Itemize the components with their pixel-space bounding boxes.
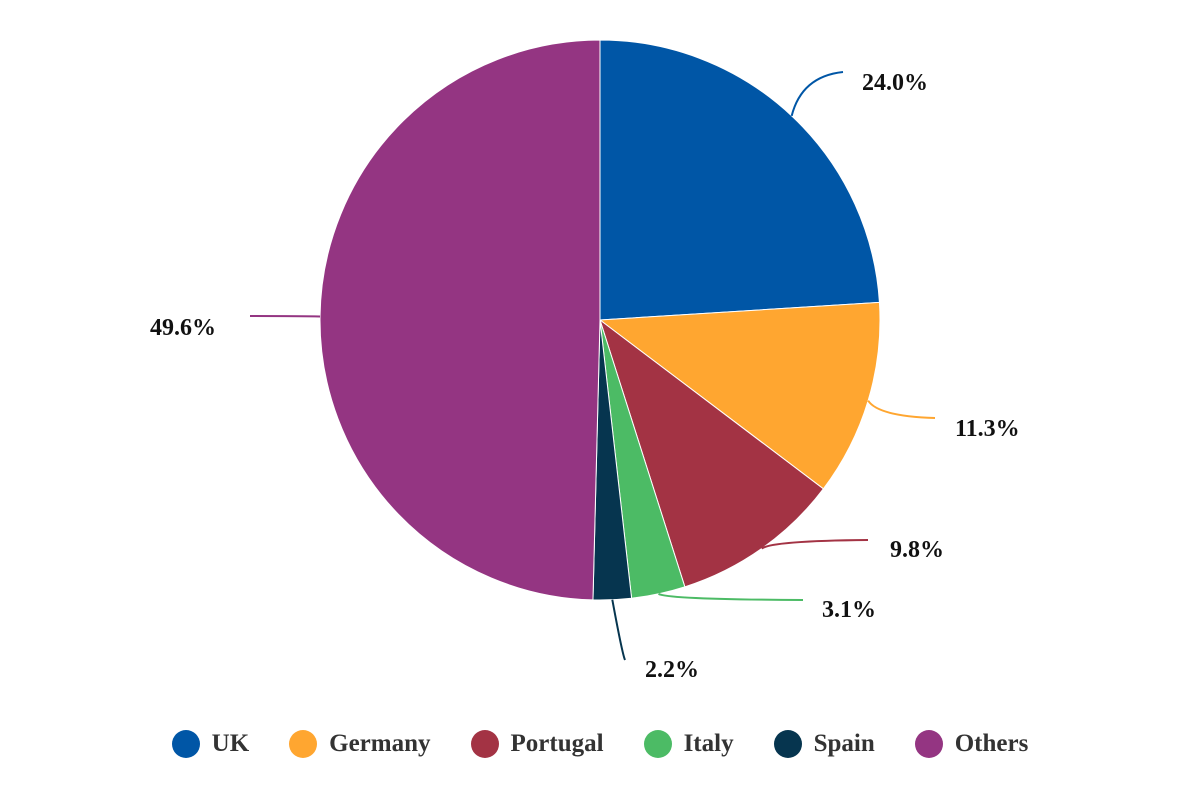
legend-item-uk[interactable]: UK — [171, 730, 250, 758]
legend-item-others[interactable]: Others — [914, 730, 1029, 758]
legend-label-uk: UK — [211, 730, 250, 757]
legend-swatch-italy — [643, 730, 672, 758]
connector-portugal — [761, 539, 869, 550]
pie-slice-germany[interactable] — [598, 301, 881, 490]
legend-item-portugal[interactable]: Portugal — [470, 730, 604, 758]
legend: UK Germany Portugal Italy Spain Others — [0, 722, 1200, 766]
connector-italy — [658, 592, 804, 601]
legend-item-germany[interactable]: Germany — [289, 730, 431, 758]
legend-label-spain: Spain — [813, 730, 875, 757]
connector-germany — [867, 400, 936, 419]
legend-item-spain[interactable]: Spain — [773, 730, 875, 758]
legend-swatch-uk — [171, 730, 200, 758]
data-labels-layer: 24.0% 11.3% 9.8% 3.1% 2.2% 49.6% — [150, 70, 1020, 683]
data-label-italy: 3.1% — [822, 597, 876, 623]
legend-label-others: Others — [954, 730, 1029, 757]
legend-swatch-germany — [289, 730, 318, 758]
connector-spain — [611, 599, 626, 661]
legend-label-italy: Italy — [683, 730, 734, 757]
legend-item-italy[interactable]: Italy — [643, 730, 734, 758]
legend-swatch-spain — [773, 730, 802, 758]
pie-slice-others[interactable] — [319, 39, 601, 601]
slices-layer — [319, 39, 881, 601]
data-label-spain: 2.2% — [645, 657, 699, 683]
legend-label-portugal: Portugal — [510, 730, 604, 757]
data-label-uk: 24.0% — [862, 70, 928, 96]
data-label-others: 49.6% — [150, 315, 216, 341]
connector-uk — [790, 71, 844, 117]
legend-label-germany: Germany — [329, 730, 431, 757]
data-label-germany: 11.3% — [955, 416, 1020, 442]
connectors-layer — [249, 71, 936, 661]
pie-slice-uk[interactable] — [599, 39, 880, 321]
data-label-portugal: 9.8% — [890, 537, 944, 563]
legend-swatch-portugal — [470, 730, 499, 758]
legend-swatch-others — [914, 730, 943, 758]
